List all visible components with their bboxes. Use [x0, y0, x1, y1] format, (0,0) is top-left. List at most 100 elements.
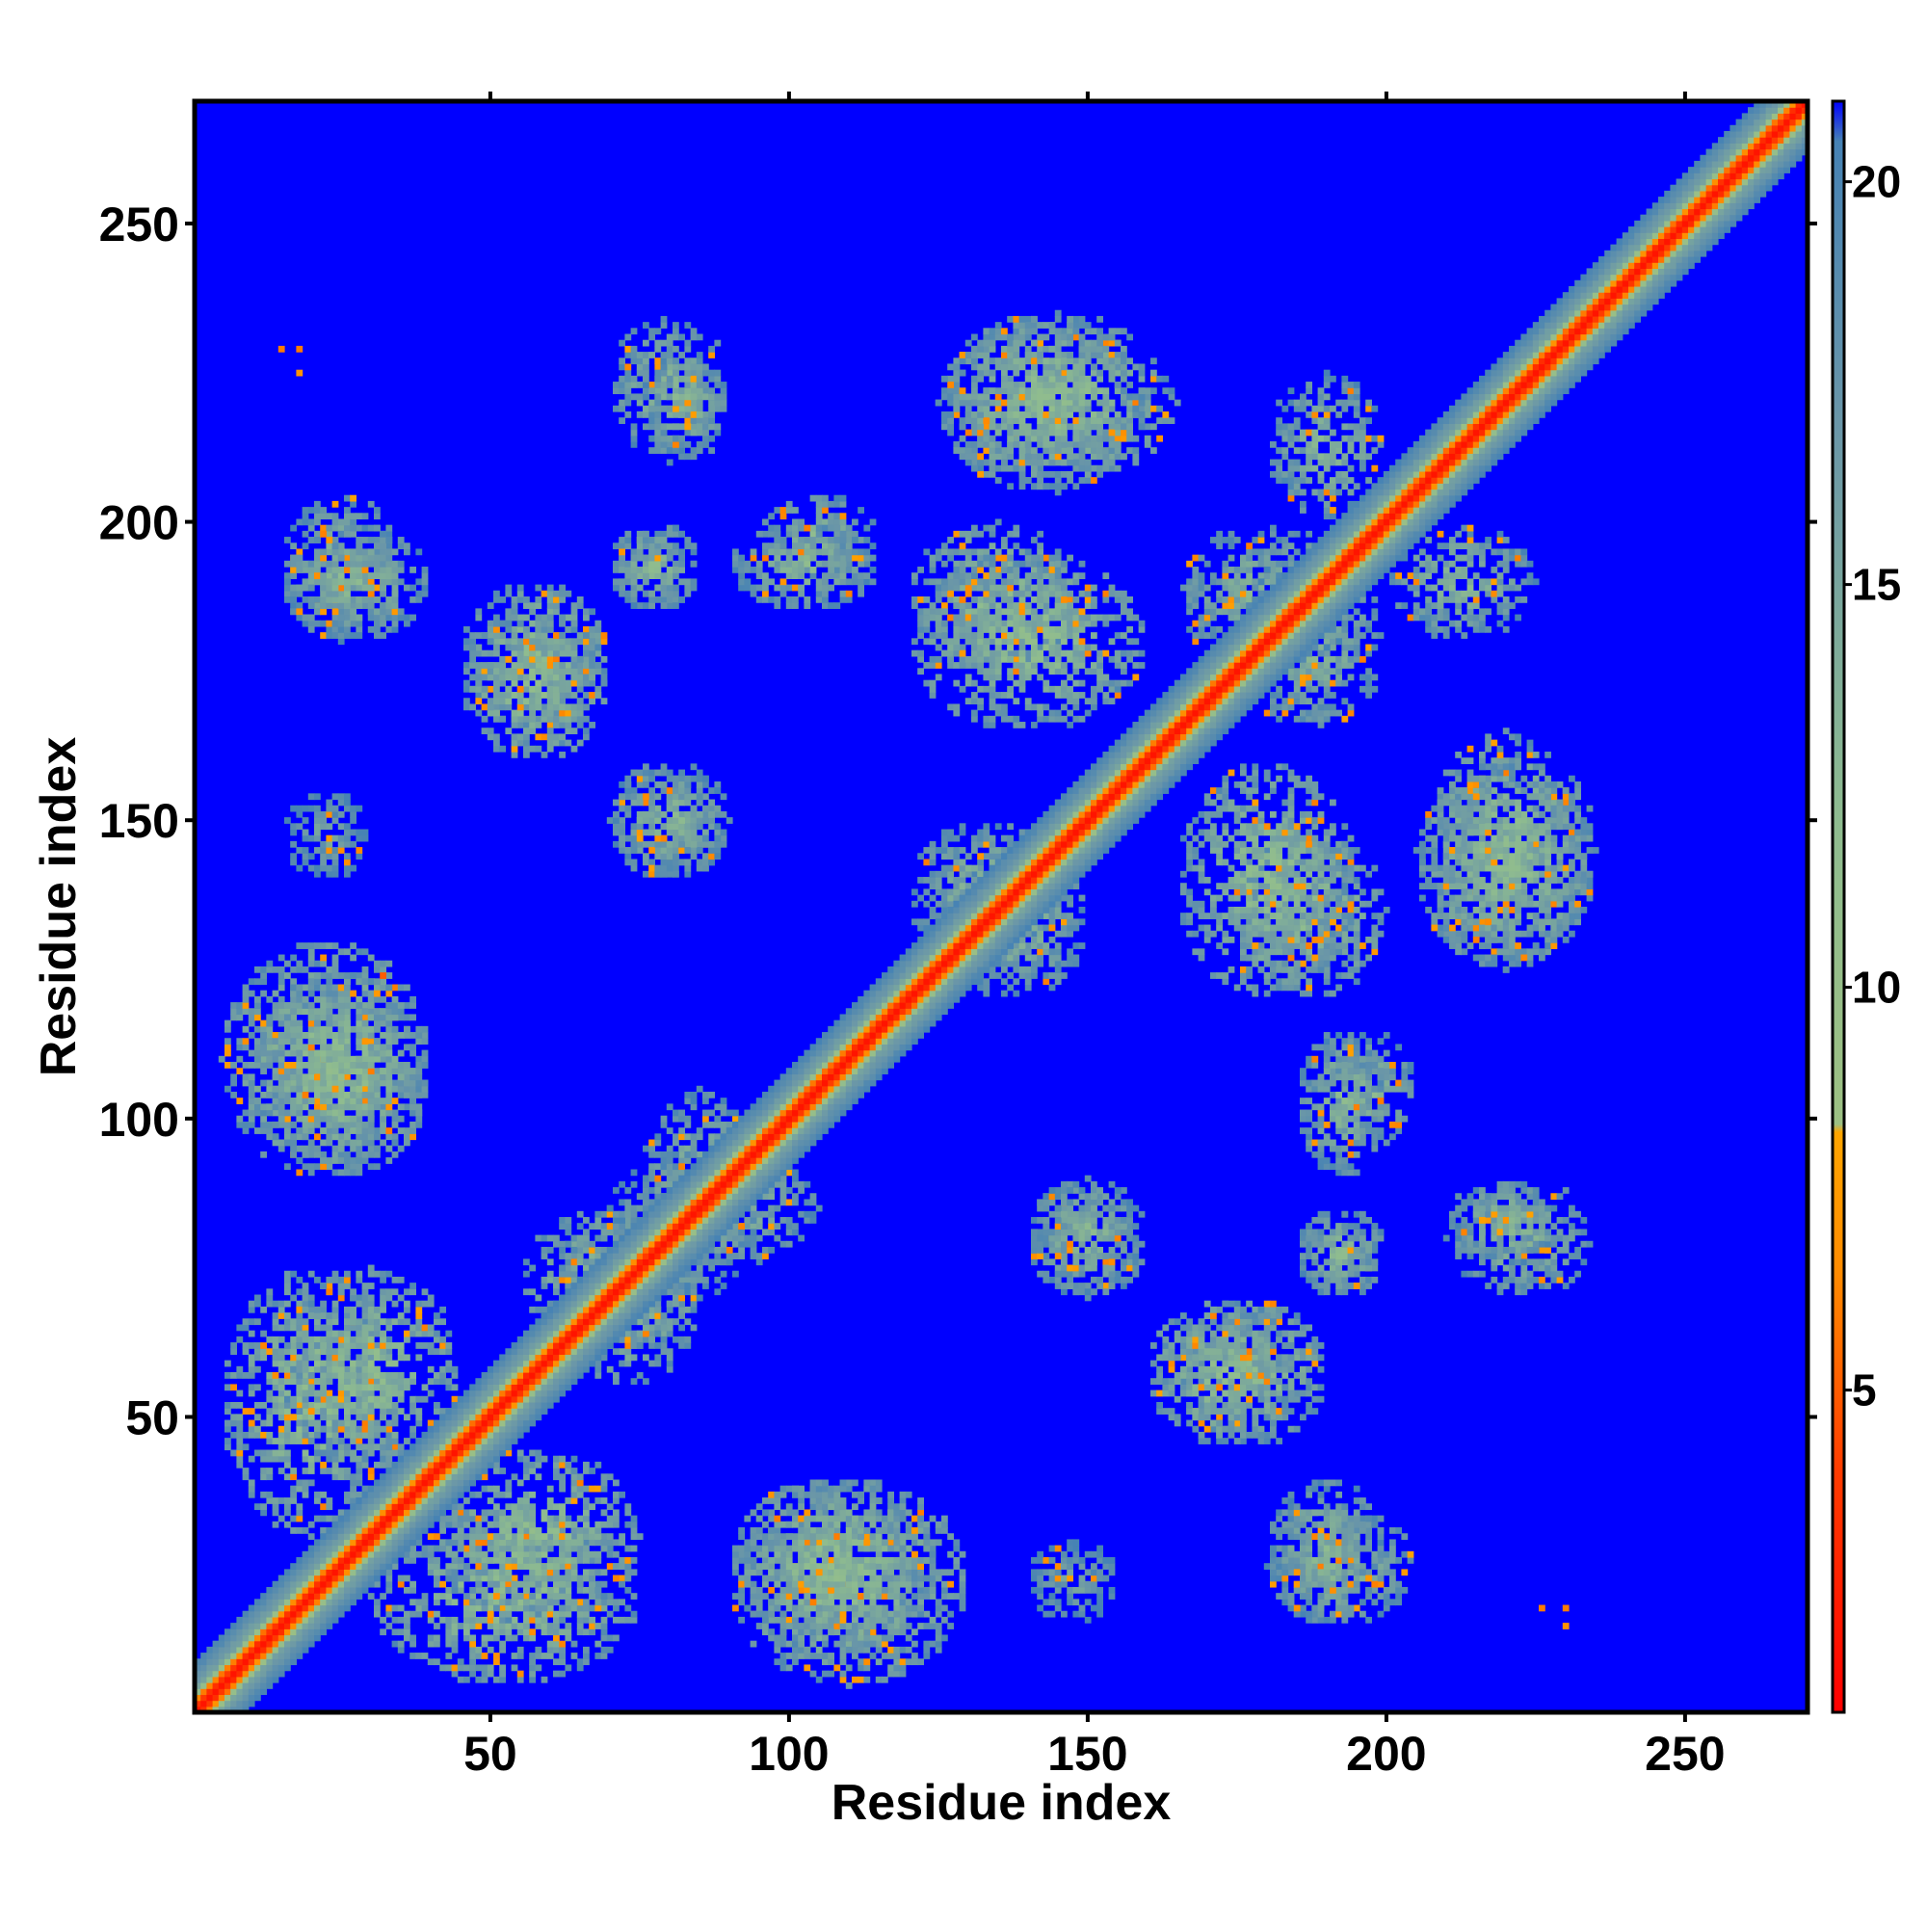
contact-cell — [409, 1002, 416, 1009]
contact-cell — [1353, 1575, 1360, 1582]
contact-cell — [272, 1521, 279, 1528]
contact-cell — [427, 1294, 435, 1302]
contact-cell — [302, 1425, 309, 1433]
contact-cell — [654, 793, 662, 801]
contact-cell — [606, 1365, 614, 1373]
contact-cell — [1126, 1223, 1133, 1230]
contact-cell — [487, 649, 494, 657]
contact-cell — [296, 1485, 304, 1493]
contact-cell — [272, 990, 279, 997]
contact-cell — [1048, 1575, 1056, 1582]
contact-cell — [277, 1443, 285, 1451]
contact-cell — [361, 990, 369, 997]
contact-cell — [1096, 1593, 1103, 1600]
contact-cell — [296, 1378, 304, 1385]
contact-cell — [248, 1091, 255, 1098]
contact-cell — [230, 1342, 237, 1349]
contact-cell — [314, 1348, 321, 1356]
contact-cell — [361, 1342, 369, 1349]
contact-cell — [516, 1455, 524, 1463]
contact-cell — [594, 1599, 602, 1606]
contact-cell — [380, 1628, 386, 1636]
contact-cell — [481, 1586, 488, 1594]
contact-cell — [935, 1634, 942, 1642]
contact-cell — [356, 1443, 363, 1451]
contact-cell — [1263, 1438, 1271, 1444]
contact-cell — [546, 1610, 554, 1618]
contact-cell — [594, 1604, 602, 1612]
contact-cell — [1072, 1539, 1080, 1547]
contact-cell — [266, 1491, 274, 1498]
contact-cell — [1240, 1365, 1247, 1373]
contact-cell — [1270, 1300, 1277, 1308]
contact-cell — [869, 1610, 877, 1618]
contact-cell — [254, 1085, 261, 1093]
contact-cell — [750, 1563, 757, 1570]
contact-cell — [1091, 1569, 1097, 1576]
contact-cell — [457, 1556, 464, 1564]
contact-cell — [583, 1545, 590, 1552]
contact-cell — [899, 1539, 907, 1547]
contact-cell — [648, 840, 655, 848]
contact-cell — [660, 787, 668, 794]
contact-cell — [1240, 1425, 1247, 1433]
contact-cell — [290, 1270, 297, 1278]
contact-cell — [236, 1425, 244, 1433]
contact-cell — [277, 1515, 285, 1522]
contact-cell — [779, 1563, 787, 1570]
contact-cell — [254, 1384, 261, 1391]
contact-cell — [296, 864, 304, 872]
contact-cell — [600, 1354, 608, 1362]
contact-cell — [523, 1461, 530, 1469]
contact-cell — [307, 853, 315, 860]
contact-cell — [523, 1455, 530, 1463]
contact-cell — [337, 823, 345, 831]
contact-cell — [869, 1593, 877, 1600]
contact-cell — [505, 584, 513, 592]
contact-cell — [583, 1616, 590, 1624]
contact-cell — [350, 1139, 356, 1147]
contact-cell — [391, 1276, 399, 1284]
contact-cell — [594, 632, 602, 639]
contact-cell — [1281, 1580, 1289, 1588]
contact-cell — [331, 1431, 339, 1439]
contact-cell — [1353, 1539, 1360, 1547]
contact-cell — [1233, 1318, 1241, 1326]
contact-cell — [893, 1658, 901, 1666]
contact-cell — [248, 1121, 255, 1128]
contact-cell — [230, 1062, 237, 1069]
contact-cell — [434, 1318, 440, 1326]
contact-cell — [594, 1653, 602, 1659]
contact-cell — [1091, 1223, 1097, 1230]
contact-cell — [427, 1545, 435, 1552]
contact-cell — [350, 1025, 356, 1033]
contact-cell — [673, 829, 679, 836]
contact-cell — [457, 1515, 464, 1522]
contact-cell — [307, 1270, 315, 1278]
contact-cell — [391, 1068, 399, 1074]
contact-cell — [535, 1545, 542, 1552]
contact-cell — [493, 1599, 500, 1606]
contact-cell — [272, 1395, 279, 1403]
contact-cell — [337, 1283, 345, 1289]
contact-cell — [583, 1628, 590, 1636]
contact-cell — [684, 1342, 692, 1349]
contact-cell — [350, 602, 356, 609]
contact-cell — [344, 1038, 351, 1045]
contact-cell — [1091, 1563, 1097, 1570]
contact-cell — [260, 1503, 267, 1511]
contact-cell — [589, 1616, 595, 1624]
contact-cell — [361, 1360, 369, 1367]
contact-cell — [863, 1616, 871, 1624]
contact-cell — [523, 602, 530, 609]
contact-cell — [320, 1491, 327, 1498]
contact-cell — [314, 823, 321, 831]
contact-cell — [367, 954, 375, 962]
contact-cell — [845, 1521, 853, 1528]
contact-cell — [356, 1414, 363, 1421]
contact-cell — [606, 1545, 614, 1552]
contact-cell — [307, 1139, 315, 1147]
contact-cell — [1067, 1210, 1073, 1218]
contact-cell — [445, 1575, 453, 1582]
contact-cell — [535, 1575, 542, 1582]
